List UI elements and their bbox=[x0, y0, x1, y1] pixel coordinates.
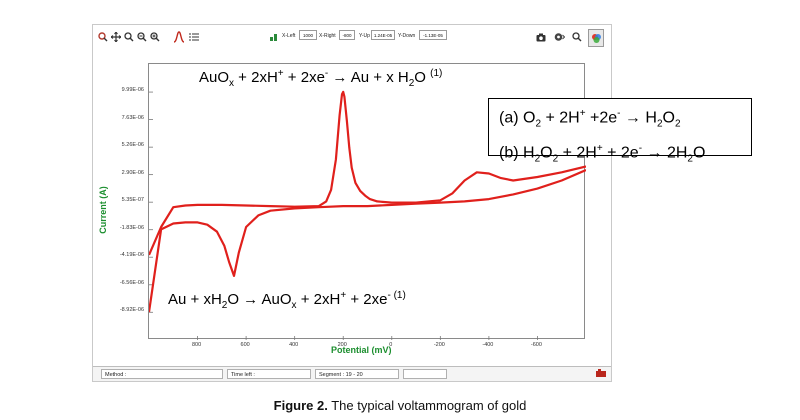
status-bar: Method : Time left : Segment : 19 - 20 bbox=[93, 366, 611, 381]
x-left-field[interactable]: 1000 bbox=[299, 30, 317, 40]
zoom-icon[interactable] bbox=[123, 29, 135, 45]
y-up-field[interactable]: 1.24E-05 bbox=[371, 30, 395, 40]
y-tick-label: 5.26E-06 bbox=[121, 142, 144, 149]
x-tick-label: 400 bbox=[289, 342, 299, 348]
settings-icon[interactable] bbox=[553, 29, 565, 45]
method-field: Method : bbox=[101, 369, 223, 379]
voltammetry-window: X-Left 1000 X-Right -800 Y-Up 1.24E-05 Y… bbox=[92, 24, 612, 382]
y-tick-label: 2.90E-06 bbox=[121, 169, 144, 176]
cv-series-line-1 bbox=[147, 90, 587, 256]
y-tick-label: -8.92E-06 bbox=[119, 307, 144, 314]
cv-series-line-2 bbox=[147, 168, 587, 313]
axis-range-icon[interactable] bbox=[269, 29, 279, 45]
y-tick-label: 9.99E-06 bbox=[121, 87, 144, 94]
x-right-label: X-Right bbox=[319, 33, 336, 39]
y-tick-label: -6.56E-06 bbox=[119, 279, 144, 286]
oxygen-reduction-equations-box: (a) O2 + 2H+ +2e- → H2O2 (b) H2O2 + 2H+ … bbox=[488, 98, 752, 164]
figure-caption: Figure 2. The typical voltammogram of go… bbox=[0, 398, 800, 413]
zoom-in-icon[interactable] bbox=[97, 29, 109, 45]
toolbar: X-Left 1000 X-Right -800 Y-Up 1.24E-05 Y… bbox=[93, 25, 611, 51]
peak-icon[interactable] bbox=[173, 29, 185, 45]
x-tick-label: 200 bbox=[337, 342, 347, 348]
run-icon[interactable] bbox=[595, 368, 607, 379]
time-left-field: Time left : bbox=[227, 369, 311, 379]
x-left-label: X-Left bbox=[282, 33, 296, 39]
search-icon[interactable] bbox=[571, 29, 583, 45]
y-tick-label: -1.83E-06 bbox=[119, 224, 144, 231]
equation-b: (b) H2O2 + 2H+ + 2e- → 2H2O bbox=[499, 142, 706, 165]
x-axis-title: Potential (mV) bbox=[331, 345, 392, 355]
pan-icon[interactable] bbox=[110, 29, 122, 45]
x-tick-label: -600 bbox=[530, 342, 542, 348]
equation-gold-oxidation: Au + xH2O → AuOx + 2xH+ + 2xe- (1) bbox=[168, 290, 406, 311]
plot-area[interactable] bbox=[147, 63, 587, 340]
x-tick-label: 800 bbox=[191, 342, 202, 348]
y-tick-label: -4.19E-06 bbox=[119, 252, 144, 259]
x-tick-label: 0 bbox=[389, 342, 393, 348]
zoom-out-icon[interactable] bbox=[136, 29, 148, 45]
status-field-blank bbox=[403, 369, 447, 379]
zoom-fit-icon[interactable] bbox=[149, 29, 161, 45]
x-tick-label: 600 bbox=[240, 342, 250, 348]
y-up-label: Y-Up bbox=[359, 33, 370, 39]
list-icon[interactable] bbox=[188, 29, 200, 45]
equation-a: (a) O2 + 2H+ +2e- → H2O2 bbox=[499, 108, 681, 130]
x-tick-label: -400 bbox=[482, 342, 494, 348]
y-axis-title: Current (A) bbox=[97, 186, 108, 234]
x-tick-label: -200 bbox=[433, 342, 445, 348]
y-tick-label: 7.63E-06 bbox=[121, 114, 144, 121]
color-wheel-icon[interactable] bbox=[588, 29, 604, 47]
y-down-label: Y-Down bbox=[398, 33, 416, 39]
x-right-field[interactable]: -800 bbox=[339, 30, 355, 40]
equation-gold-oxide-reduction: AuOx + 2xH+ + 2xe- → Au + x H2O (1) bbox=[199, 68, 443, 89]
y-tick-label: 5.35E-07 bbox=[121, 197, 144, 204]
segment-field: Segment : 19 - 20 bbox=[315, 369, 399, 379]
caption-label: Figure 2. bbox=[273, 398, 328, 413]
y-down-field[interactable]: -1.13E-05 bbox=[419, 30, 447, 40]
voltammogram-plot bbox=[147, 90, 587, 340]
caption-text: The typical voltammogram of gold bbox=[327, 398, 527, 413]
camera-icon[interactable] bbox=[535, 29, 547, 45]
